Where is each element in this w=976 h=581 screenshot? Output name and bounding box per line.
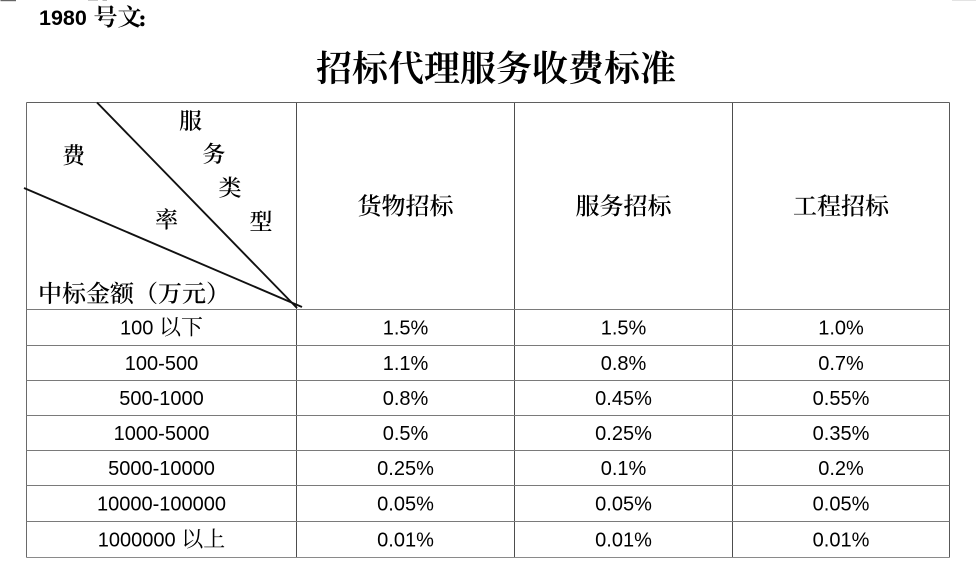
svg-text:1.0%: 1.0% <box>818 318 864 340</box>
svg-text:0.2%: 0.2% <box>818 458 864 480</box>
svg-text:5000-10000: 5000-10000 <box>108 458 215 480</box>
svg-text:0.25%: 0.25% <box>377 458 434 480</box>
svg-text:1.5%: 1.5% <box>601 318 647 340</box>
svg-text:0.1%: 0.1% <box>601 458 647 480</box>
svg-text:1.5%: 1.5% <box>383 318 429 340</box>
svg-text:0.35%: 0.35% <box>813 423 870 445</box>
svg-text:0.45%: 0.45% <box>595 388 652 410</box>
svg-text:100-500: 100-500 <box>125 353 198 375</box>
svg-text:0.7%: 0.7% <box>818 353 864 375</box>
svg-text:0.05%: 0.05% <box>377 494 434 516</box>
svg-text:0.55%: 0.55% <box>813 388 870 410</box>
svg-text:0.25%: 0.25% <box>595 423 652 445</box>
svg-text:100: 100 <box>120 318 153 340</box>
svg-text:0.05%: 0.05% <box>595 494 652 516</box>
svg-text:0.8%: 0.8% <box>601 353 647 375</box>
svg-text:0.5%: 0.5% <box>383 423 429 445</box>
svg-text:0.8%: 0.8% <box>383 388 429 410</box>
svg-text:0.01%: 0.01% <box>813 530 870 552</box>
svg-text:0.01%: 0.01% <box>595 530 652 552</box>
svg-text:0.05%: 0.05% <box>813 494 870 516</box>
svg-text:1000000: 1000000 <box>98 530 176 552</box>
svg-text:0.01%: 0.01% <box>377 530 434 552</box>
svg-text:1980: 1980 <box>39 6 87 30</box>
svg-text:1.1%: 1.1% <box>383 353 429 375</box>
svg-text:500-1000: 500-1000 <box>119 388 204 410</box>
svg-text:1000-5000: 1000-5000 <box>114 423 210 445</box>
svg-text:10000-100000: 10000-100000 <box>97 494 226 516</box>
